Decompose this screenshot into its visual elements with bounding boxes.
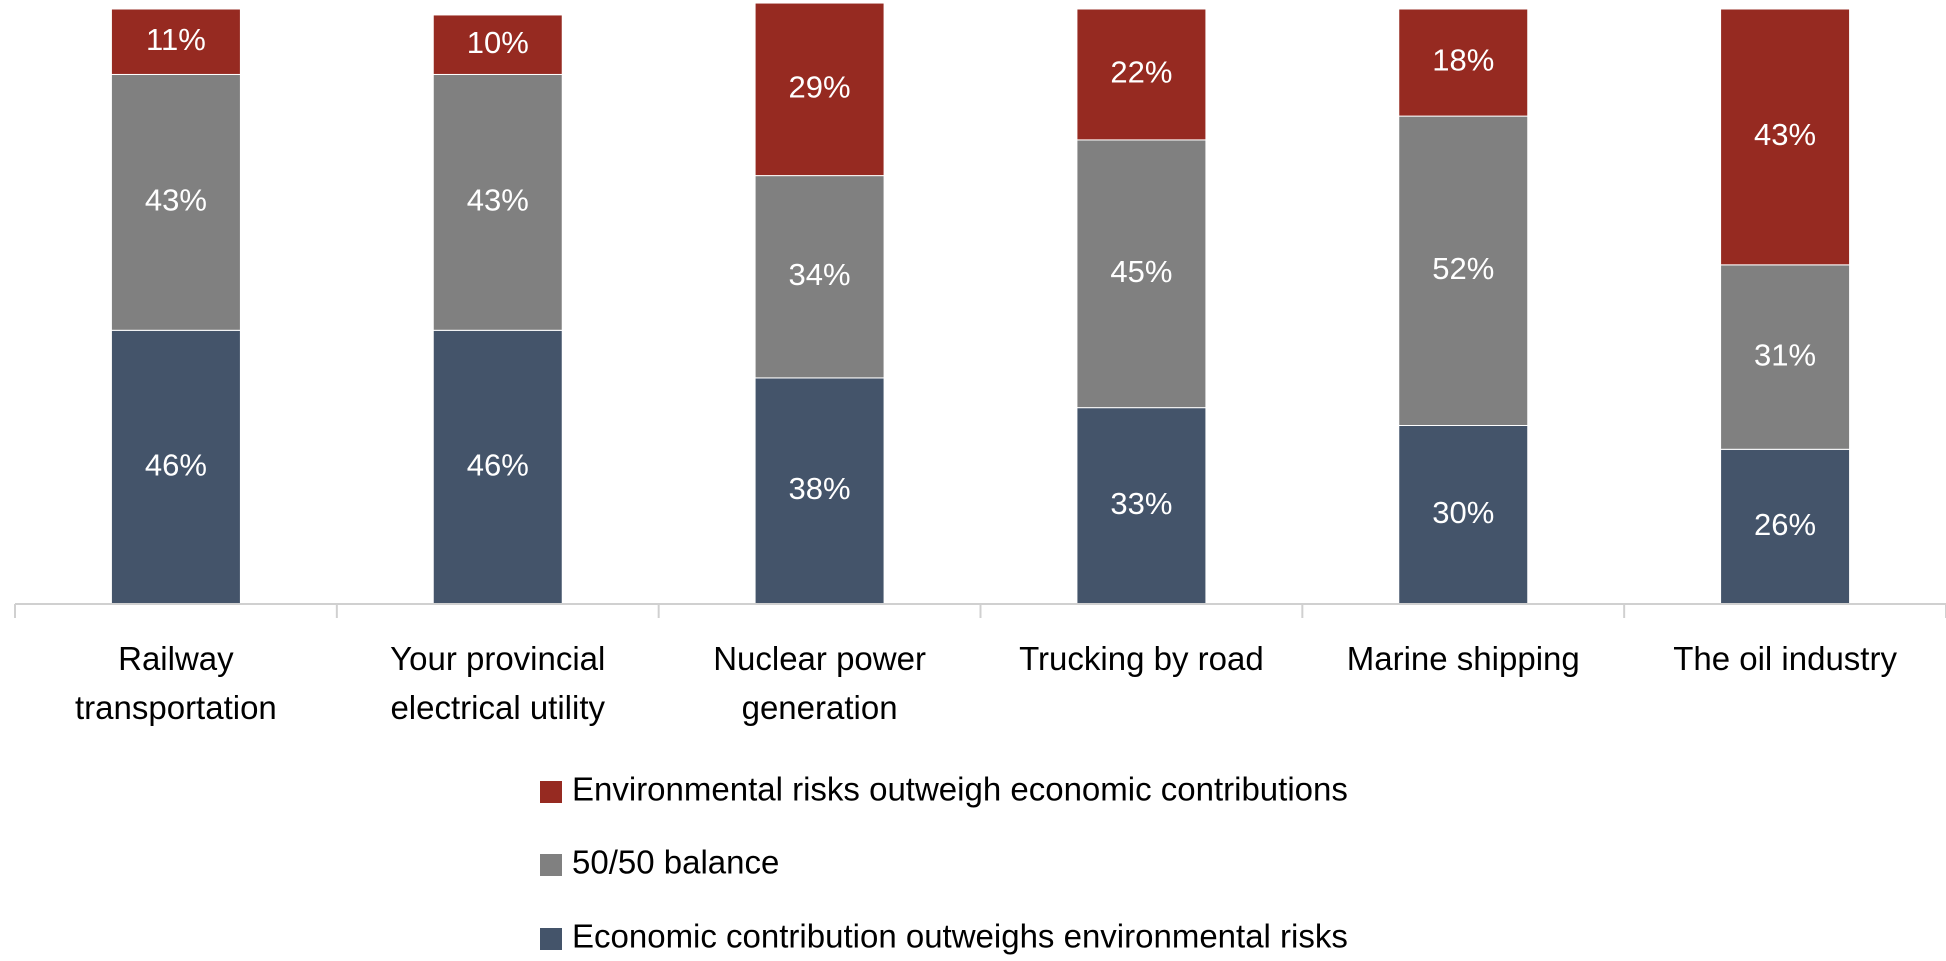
bar-segment	[1076, 139, 1207, 409]
bar-segment	[1076, 8, 1207, 141]
data-label: 33%	[1110, 486, 1172, 521]
bar-segment	[110, 329, 241, 605]
bar-segment	[754, 377, 885, 605]
bar-segment	[1398, 8, 1529, 117]
legend-swatch	[540, 854, 562, 876]
data-label: 46%	[145, 447, 207, 482]
bar-segment	[754, 175, 885, 379]
legend-label: Environmental risks outweigh economic co…	[572, 771, 1348, 808]
x-tick-label: Your provincial electrical utility	[390, 640, 606, 726]
bar-segment	[432, 73, 563, 331]
bar-segment	[110, 8, 241, 75]
data-label: 26%	[1754, 507, 1816, 542]
data-label: 10%	[467, 25, 529, 60]
data-label: 31%	[1754, 337, 1816, 372]
bar-segment	[1076, 407, 1207, 605]
data-label: 11%	[146, 22, 206, 57]
data-label: 46%	[467, 447, 529, 482]
data-label: 38%	[789, 471, 851, 506]
x-tick-label: The oil industry	[1673, 640, 1897, 677]
data-label: 34%	[789, 257, 851, 292]
data-label: 43%	[467, 183, 529, 218]
data-label: 43%	[1754, 117, 1816, 152]
bar-segment	[110, 73, 241, 331]
x-tick-label: Nuclear power generation	[713, 640, 926, 726]
data-label: 52%	[1432, 251, 1494, 286]
bar-segment	[754, 2, 885, 177]
bar-segment	[1720, 264, 1851, 450]
data-label: 30%	[1432, 495, 1494, 530]
x-tick-label: Railway transportation	[75, 640, 277, 726]
x-tick-label: Trucking by road	[1019, 640, 1264, 677]
legend-label: Economic contribution outweighs environm…	[572, 918, 1348, 955]
data-label: 18%	[1432, 43, 1494, 78]
legend-swatch	[540, 928, 562, 950]
bar-segment	[1398, 425, 1529, 605]
data-label: 29%	[789, 70, 851, 105]
x-tick-label: Marine shipping	[1346, 640, 1580, 677]
bar-segment	[1720, 448, 1851, 605]
bar-segment	[1720, 8, 1851, 266]
data-label: 45%	[1110, 254, 1172, 289]
data-label: 43%	[145, 183, 207, 218]
legend-swatch	[540, 781, 562, 803]
bar-segment	[432, 14, 563, 75]
legend-label: 50/50 balance	[572, 844, 779, 881]
data-label: 22%	[1110, 55, 1172, 90]
bar-segment	[432, 329, 563, 605]
